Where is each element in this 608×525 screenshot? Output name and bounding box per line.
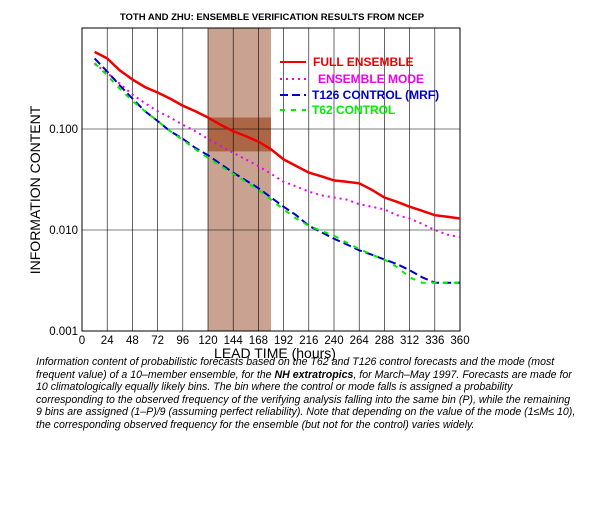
x-tick-label: 216 bbox=[299, 335, 318, 347]
x-tick-label: 312 bbox=[400, 335, 419, 347]
caption-bold-region: NH extratropics bbox=[274, 368, 354, 381]
caption-text-1: Information content of probabilistic for… bbox=[36, 356, 555, 381]
x-tick-label: 168 bbox=[249, 335, 268, 347]
series-line-t126 bbox=[93, 57, 460, 284]
x-tick-label: 264 bbox=[350, 335, 370, 347]
figure-caption: Information content of probabilistic for… bbox=[36, 356, 576, 432]
y-tick-label: 0.001 bbox=[49, 326, 78, 338]
series-line-full_ensemble bbox=[94, 50, 461, 220]
y-tick-label: 0.100 bbox=[49, 124, 78, 136]
x-tick-label: 360 bbox=[450, 335, 469, 347]
x-tick-label: 120 bbox=[198, 335, 217, 347]
highlight-band bbox=[208, 28, 271, 331]
legend-label: T62 CONTROL bbox=[312, 103, 395, 117]
series-line-t62 bbox=[93, 62, 460, 284]
x-axis-label: LEAD TIME (hours) bbox=[214, 345, 336, 361]
caption-text-2: , for March–May 1997. Forecasts are made… bbox=[36, 368, 576, 431]
axes-frame bbox=[81, 27, 461, 332]
x-tick-label: 72 bbox=[151, 335, 164, 347]
x-tick-label: 24 bbox=[101, 335, 114, 347]
x-tick-label: 0 bbox=[79, 335, 85, 347]
x-tick-label: 96 bbox=[176, 335, 189, 347]
x-tick-label: 288 bbox=[375, 335, 394, 347]
x-tick-label: 48 bbox=[126, 335, 139, 347]
legend: FULL ENSEMBLE ENSEMBLE MODE T126 CONTROL (… bbox=[280, 55, 439, 117]
y-axis-label: INFORMATION CONTENT bbox=[27, 105, 43, 274]
x-tick-label: 144 bbox=[224, 335, 244, 347]
chart-title: TOTH AND ZHU: ENSEMBLE VERIFICATION RESU… bbox=[120, 12, 425, 23]
x-tick-label: 336 bbox=[425, 335, 444, 347]
legend-label: ENSEMBLE MODE bbox=[318, 72, 424, 86]
plot-area: 0 24 48 72 96 120 144 168 192 216 240 264 288 312 336 3… bbox=[49, 27, 470, 347]
x-tick-label: 240 bbox=[324, 335, 343, 347]
x-tick-label: 192 bbox=[274, 335, 293, 347]
legend-label: FULL ENSEMBLE bbox=[313, 55, 413, 69]
legend-label: T126 CONTROL (MRF) bbox=[312, 88, 439, 102]
y-tick-label: 0.010 bbox=[49, 225, 78, 237]
